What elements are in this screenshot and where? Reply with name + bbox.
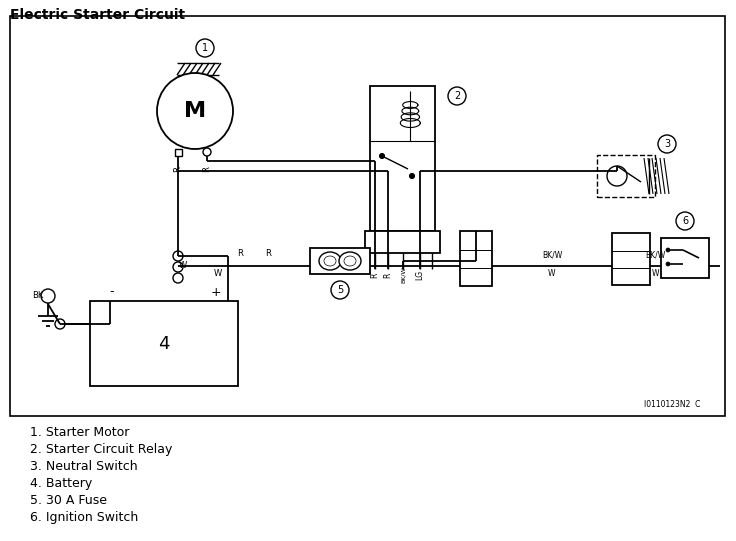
Text: 6. Ignition Switch: 6. Ignition Switch (30, 511, 138, 524)
Circle shape (157, 73, 233, 149)
Bar (661, 238, 709, 278)
Bar (90, 301, 238, 386)
Circle shape (173, 273, 183, 283)
Bar (365, 231, 440, 253)
Text: Electric Starter Circuit: Electric Starter Circuit (10, 8, 185, 22)
Text: R: R (265, 248, 271, 258)
Circle shape (448, 87, 466, 105)
Text: BK/W: BK/W (400, 267, 406, 283)
Circle shape (55, 319, 65, 329)
Circle shape (658, 135, 676, 153)
Ellipse shape (344, 256, 356, 266)
Circle shape (380, 154, 384, 159)
Text: BK/W: BK/W (645, 250, 665, 260)
Bar (10, 16, 725, 416)
Circle shape (196, 39, 214, 57)
Text: R: R (370, 272, 380, 278)
Bar (175, 149, 182, 156)
Bar (460, 231, 492, 286)
Text: R: R (237, 248, 243, 258)
Circle shape (173, 262, 183, 272)
Text: W: W (214, 268, 222, 278)
Text: W: W (548, 268, 556, 278)
Ellipse shape (339, 252, 361, 270)
Text: LG: LG (416, 270, 425, 280)
Bar (310, 248, 370, 274)
Text: 5. 30 A Fuse: 5. 30 A Fuse (30, 494, 107, 507)
Text: R: R (202, 166, 211, 172)
Text: -: - (110, 286, 114, 299)
Ellipse shape (324, 256, 336, 266)
Text: +: + (210, 286, 222, 299)
Circle shape (409, 174, 414, 179)
Bar (370, 86, 435, 231)
Text: 2. Starter Circuit Relay: 2. Starter Circuit Relay (30, 443, 172, 456)
Circle shape (173, 251, 183, 261)
Text: 2: 2 (454, 91, 460, 101)
Text: 6: 6 (682, 216, 688, 226)
Text: 3: 3 (664, 139, 670, 149)
Circle shape (41, 289, 55, 303)
Circle shape (666, 248, 670, 252)
Text: 5: 5 (337, 285, 343, 295)
Text: W: W (179, 261, 187, 270)
Circle shape (203, 148, 211, 156)
Ellipse shape (319, 252, 341, 270)
Circle shape (666, 262, 670, 266)
Circle shape (676, 212, 694, 230)
Text: I0110123N2  C: I0110123N2 C (643, 400, 700, 409)
Text: R: R (383, 272, 392, 278)
Text: M: M (184, 101, 206, 121)
Text: 3. Neutral Switch: 3. Neutral Switch (30, 460, 138, 473)
Text: BK: BK (32, 292, 43, 300)
Text: W: W (651, 268, 659, 278)
Text: 4. Battery: 4. Battery (30, 477, 92, 490)
Bar (612, 233, 650, 285)
Text: 1. Starter Motor: 1. Starter Motor (30, 426, 130, 439)
Circle shape (607, 166, 627, 186)
Text: R: R (174, 166, 183, 172)
Bar (597, 155, 655, 197)
Text: 4: 4 (158, 335, 170, 353)
Circle shape (331, 281, 349, 299)
Text: BK/W: BK/W (542, 250, 562, 260)
Text: 1: 1 (202, 43, 208, 53)
